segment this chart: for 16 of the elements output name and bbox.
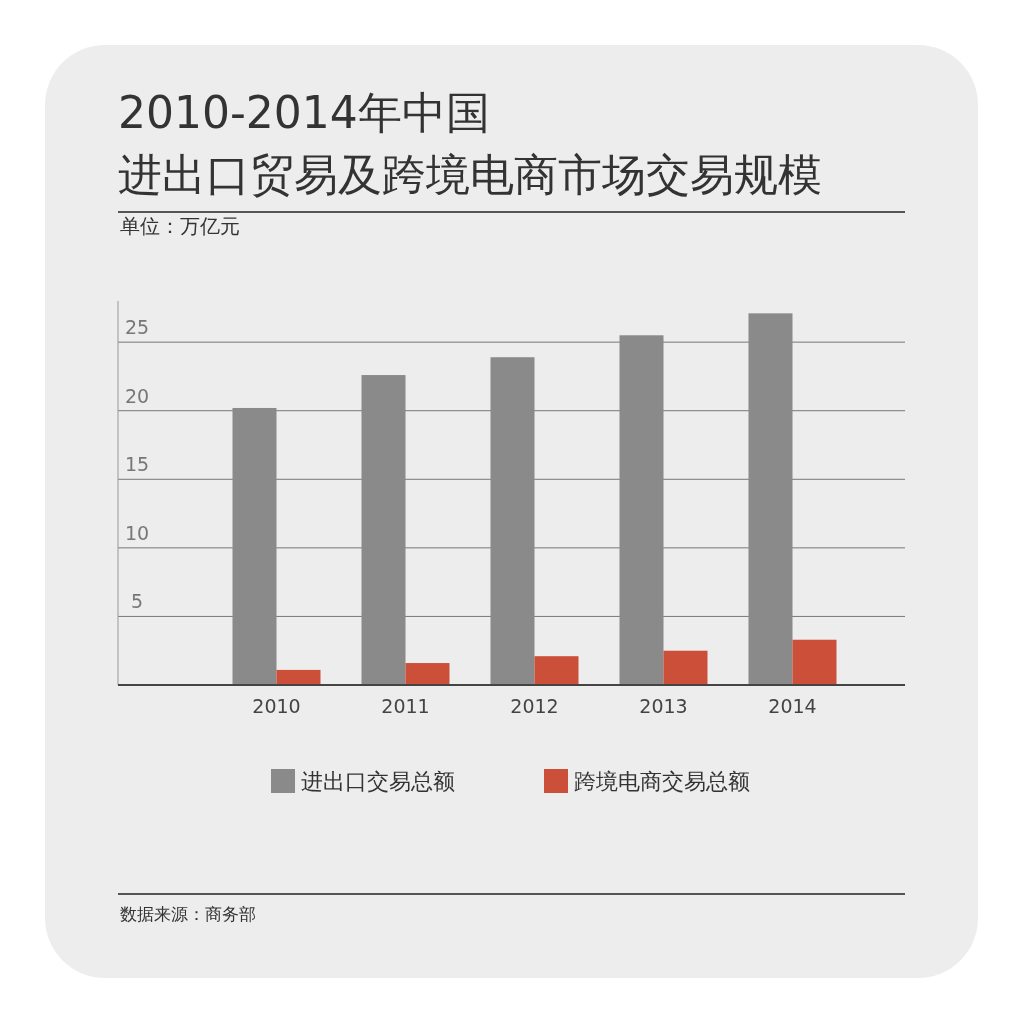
x-tick-label: 2010 xyxy=(252,695,301,717)
y-tick-label: 10 xyxy=(124,521,150,544)
x-tick-label: 2011 xyxy=(381,695,430,717)
y-axis-title: 单位：万亿元 xyxy=(120,214,240,238)
y-tick-label: 5 xyxy=(130,590,144,613)
x-tick-label: 2013 xyxy=(639,695,688,717)
y-tick-label: 20 xyxy=(124,384,150,407)
x-tick-label: 2014 xyxy=(768,695,817,717)
y-tick-label: 15 xyxy=(124,453,150,476)
chart-title: 2010-2014年中国 xyxy=(118,87,490,138)
legend-label: 跨境电商交易总额 xyxy=(574,769,750,794)
legend-label: 进出口交易总额 xyxy=(301,769,455,794)
source-note: 数据来源：商务部 xyxy=(120,904,256,924)
chart-subtitle: 进出口贸易及跨境电商市场交易规模 xyxy=(118,149,822,200)
x-tick-label: 2012 xyxy=(510,695,559,717)
y-tick-label: 25 xyxy=(124,316,150,339)
